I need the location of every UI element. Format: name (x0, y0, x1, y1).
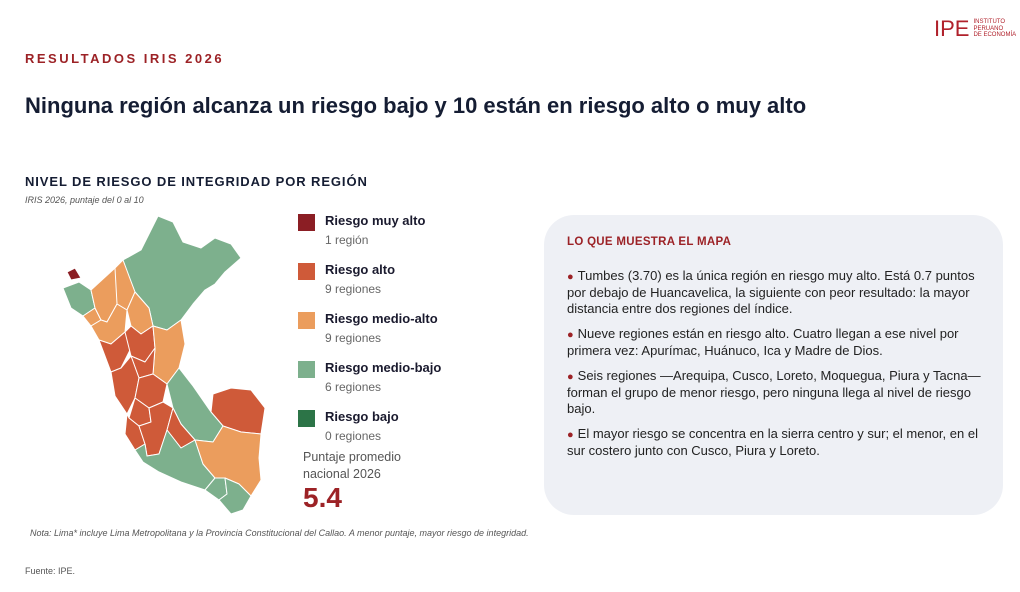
legend-label: Riesgo bajo (325, 409, 399, 424)
legend-count: 0 regiones (325, 429, 382, 443)
map-title: NIVEL DE RIESGO DE INTEGRIDAD POR REGIÓN (25, 174, 368, 189)
insight-item: ● Nueve regiones están en riesgo alto. Cu… (567, 326, 985, 359)
page-title: Ninguna región alcanza un riesgo bajo y … (25, 93, 807, 118)
legend-count: 9 regiones (325, 282, 382, 296)
legend-count: 6 regiones (325, 380, 382, 394)
legend-label: Riesgo muy alto (325, 213, 426, 228)
region-tacna (218, 477, 252, 515)
legend-item-muy-alto: Riesgo muy alto 1 región (298, 211, 498, 253)
average-score-label: Puntaje promedio nacional 2026 (303, 450, 401, 481)
legend-item-bajo: Riesgo bajo 0 regiones (298, 407, 498, 449)
legend-count: 9 regiones (325, 331, 382, 345)
bullet-icon: ● (567, 271, 574, 283)
insight-item: ● Seis regiones —Arequipa, Cusco, Loreto,… (567, 368, 985, 417)
ipe-logo: IPE INSTITUTO PERUANO DE ECONOMÍA (934, 18, 1020, 40)
legend-item-medio-alto: Riesgo medio-alto 9 regiones (298, 309, 498, 351)
insight-text: El mayor riesgo se concentra en la sierr… (567, 426, 978, 458)
legend-item-alto: Riesgo alto 9 regiones (298, 260, 498, 302)
legend-swatch (298, 263, 315, 280)
legend-label: Riesgo medio-bajo (325, 360, 442, 375)
legend-item-medio-bajo: Riesgo medio-bajo 6 regiones (298, 358, 498, 400)
region-tumbes (66, 267, 82, 281)
logo-subtitle: INSTITUTO PERUANO DE ECONOMÍA (973, 19, 1017, 39)
map-subtitle: IRIS 2026, puntaje del 0 al 10 (25, 195, 144, 205)
bullet-icon: ● (567, 329, 574, 341)
logo-mark: IPE (934, 16, 970, 41)
peru-risk-map (62, 215, 266, 515)
legend-label: Riesgo alto (325, 262, 396, 277)
section-kicker: RESULTADOS IRIS 2026 (25, 51, 225, 66)
insight-item: ● El mayor riesgo se concentra en la sier… (567, 426, 985, 459)
source-note: Fuente: IPE. (25, 566, 76, 576)
bullet-icon: ● (567, 371, 574, 383)
insight-text: Seis regiones —Arequipa, Cusco, Loreto, … (567, 368, 981, 416)
legend-swatch (298, 214, 315, 231)
average-score-value: 5.4 (303, 482, 342, 513)
footnote: Nota: Lima* incluye Lima Metropolitana y… (30, 528, 529, 538)
insight-text: Nueve regiones están en riesgo alto. Cua… (567, 326, 959, 358)
insight-text: Tumbes (3.70) es la única región en ries… (567, 268, 975, 316)
legend-swatch (298, 410, 315, 427)
bullet-icon: ● (567, 429, 574, 441)
legend-swatch (298, 312, 315, 329)
map-insights-panel: LO QUE MUESTRA EL MAPA ● Tumbes (3.70) es… (544, 215, 1003, 515)
panel-title: LO QUE MUESTRA EL MAPA (567, 236, 732, 248)
legend-count: 1 región (325, 233, 369, 247)
legend-swatch (298, 361, 315, 378)
insight-item: ● Tumbes (3.70) es la única región en rie… (567, 268, 985, 317)
insights-list: ● Tumbes (3.70) es la única región en rie… (567, 268, 985, 468)
legend-label: Riesgo medio-alto (325, 311, 438, 326)
